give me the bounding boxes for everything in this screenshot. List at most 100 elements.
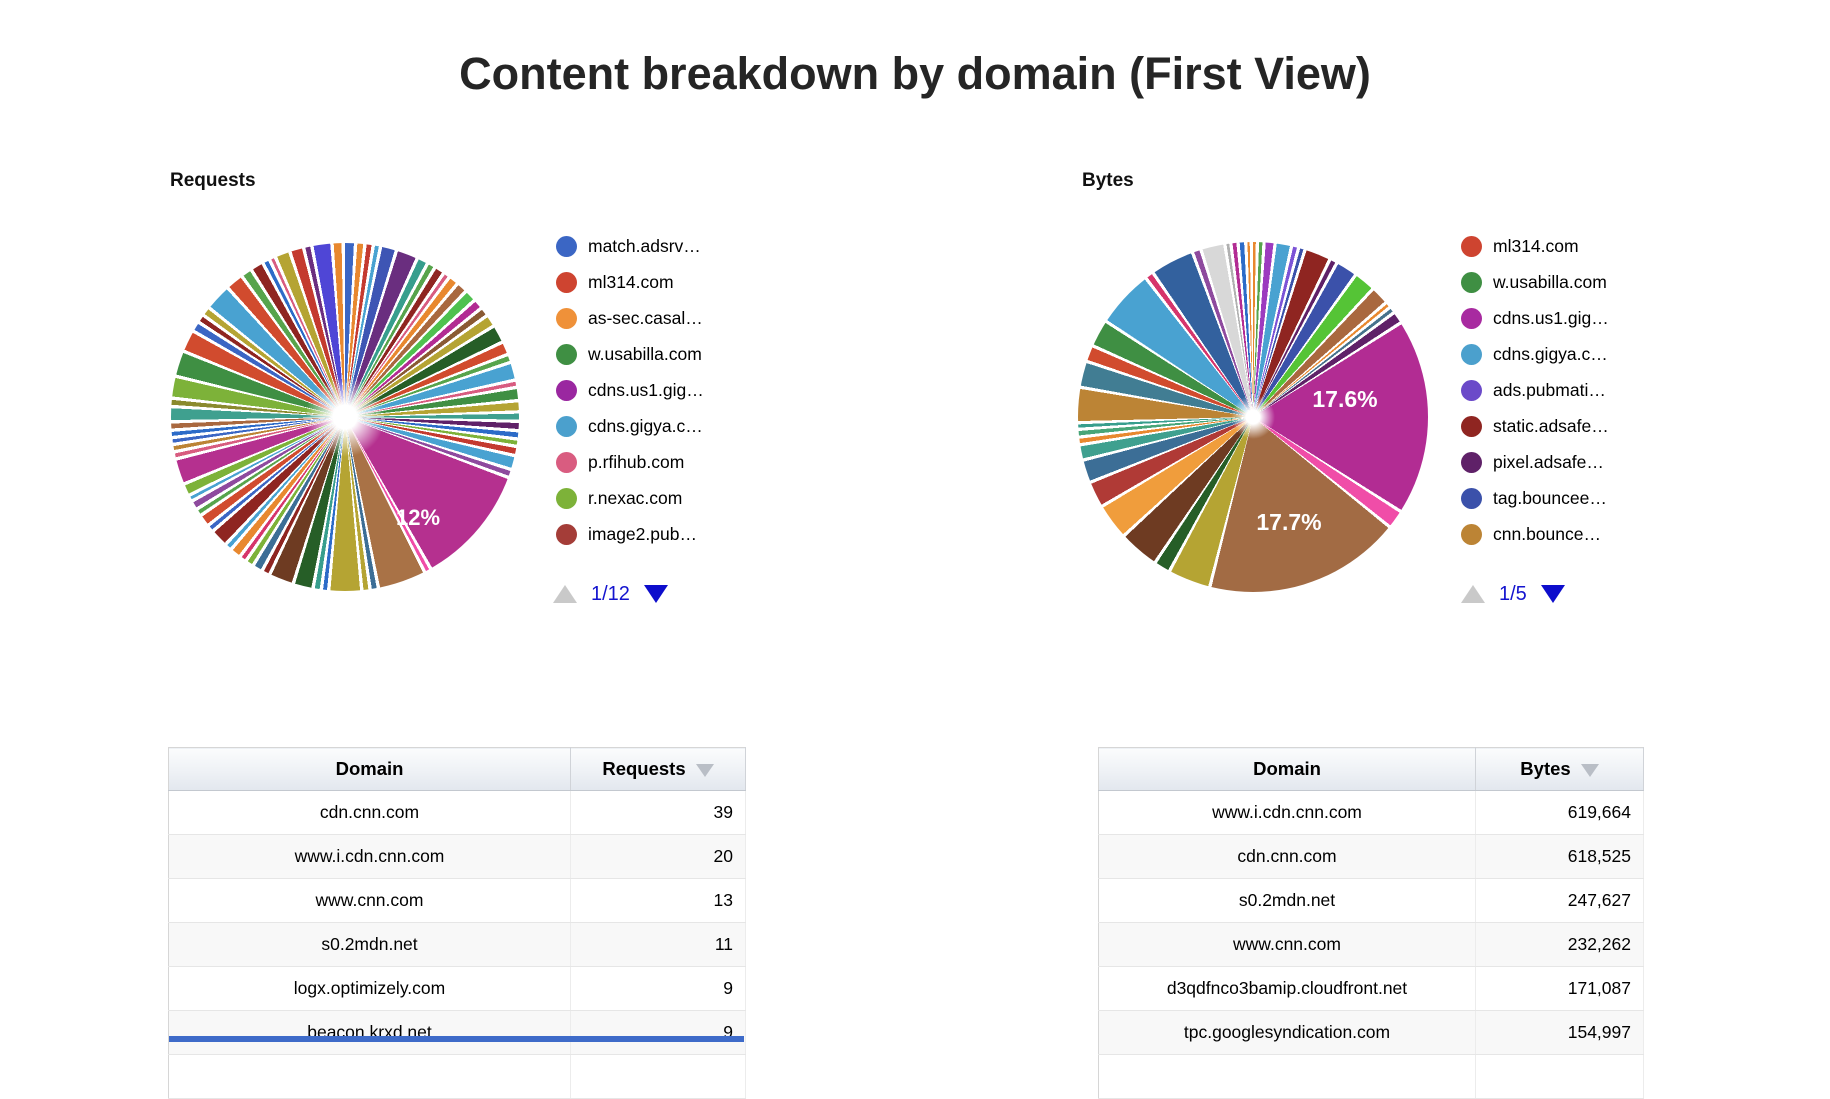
legend-item[interactable]: tag.bouncee…	[1461, 480, 1609, 516]
requests-column-header[interactable]: Requests	[570, 747, 746, 791]
bytes-legend-pager: 1/5	[1461, 582, 1565, 605]
legend-item[interactable]: cdns.gigya.c…	[1461, 336, 1609, 372]
legend-item-label: match.adsrv…	[588, 235, 701, 256]
domain-cell: cdn.cnn.com	[168, 790, 571, 835]
legend-item[interactable]: w.usabilla.com	[556, 336, 704, 372]
legend-item[interactable]: ml314.com	[556, 264, 704, 300]
domain-cell: www.cnn.com	[1098, 922, 1476, 967]
legend-item[interactable]: cnn.bounce…	[1461, 516, 1609, 552]
domain-cell: cdn.cnn.com	[1098, 834, 1476, 879]
legend-page-up-icon[interactable]	[553, 585, 577, 603]
legend-item[interactable]: ads.pubmati…	[1461, 372, 1609, 408]
table-row[interactable]: www.cnn.com 13	[168, 878, 746, 923]
legend-swatch-icon	[556, 415, 577, 437]
table-row[interactable]: tpc.googlesyndication.com 154,997	[1098, 1010, 1644, 1055]
requests-table: Domain Requests cdn.cnn.com 39 www.i.cdn.c…	[168, 747, 746, 1099]
legend-item[interactable]: w.usabilla.com	[1461, 264, 1609, 300]
legend-swatch-icon	[1461, 343, 1482, 365]
domain-cell: s0.2mdn.net	[168, 922, 571, 967]
table-row[interactable]: s0.2mdn.net 247,627	[1098, 878, 1644, 923]
sort-desc-icon	[695, 763, 714, 777]
legend-item-label: ml314.com	[588, 271, 674, 292]
legend-item[interactable]: ml314.com	[1461, 228, 1609, 264]
table-row[interactable]: s0.2mdn.net 11	[168, 922, 746, 967]
requests-legend: match.adsrv… ml314.com as-sec.casal… w.usab…	[556, 228, 704, 552]
requests-pie-chart[interactable]	[171, 243, 519, 591]
legend-item[interactable]: r.nexac.com	[556, 480, 704, 516]
legend-item[interactable]: as-sec.casal…	[556, 300, 704, 336]
legend-item[interactable]: image2.pub…	[556, 516, 704, 552]
legend-swatch-icon	[556, 523, 577, 545]
legend-item[interactable]: cdns.us1.gig…	[1461, 300, 1609, 336]
table-row[interactable]: www.i.cdn.cnn.com 619,664	[1098, 790, 1644, 835]
legend-page-indicator: 1/5	[1499, 582, 1527, 605]
legend-page-down-icon[interactable]	[643, 585, 668, 603]
domain-column-header[interactable]: Domain	[1098, 747, 1476, 791]
bytes-column-header[interactable]: Bytes	[1475, 747, 1644, 791]
value-cell: 618,525	[1475, 834, 1644, 879]
bytes-pie-chart[interactable]	[1078, 242, 1428, 592]
legend-page-down-icon[interactable]	[1540, 585, 1565, 603]
requests-chart-label: Requests	[170, 170, 256, 191]
legend-item-label: cnn.bounce…	[1493, 523, 1601, 544]
domain-cell: d3qdfnco3bamip.cloudfront.net	[1098, 966, 1476, 1011]
requests-table-body: cdn.cnn.com 39 www.i.cdn.cnn.com 20 www.cnn.…	[168, 790, 746, 1099]
table-row[interactable]: beacon.krxd.net 9	[168, 1010, 746, 1055]
value-cell: 13	[570, 878, 746, 923]
bytes-table: Domain Bytes www.i.cdn.cnn.com 619,664 cdn…	[1098, 747, 1644, 1099]
table-row[interactable]: www.cnn.com 232,262	[1098, 922, 1644, 967]
legend-page-up-icon[interactable]	[1461, 585, 1485, 603]
value-cell: 9	[570, 1010, 746, 1055]
legend-item-label: as-sec.casal…	[588, 307, 703, 328]
legend-swatch-icon	[1461, 307, 1482, 329]
bytes-legend: ml314.com w.usabilla.com cdns.us1.gig… cdns…	[1461, 228, 1609, 552]
domain-column-header[interactable]: Domain	[168, 747, 571, 791]
table-row-partial	[168, 1054, 746, 1099]
legend-swatch-icon	[1461, 415, 1482, 437]
legend-item-label: pixel.adsafe…	[1493, 451, 1604, 472]
bytes-table-body: www.i.cdn.cnn.com 619,664 cdn.cnn.com 618,5…	[1098, 790, 1644, 1099]
legend-swatch-icon	[556, 235, 577, 257]
domain-cell: www.i.cdn.cnn.com	[168, 834, 571, 879]
value-cell: 20	[570, 834, 746, 879]
value-cell: 247,627	[1475, 878, 1644, 923]
legend-swatch-icon	[1461, 235, 1482, 257]
value-cell: 232,262	[1475, 922, 1644, 967]
table-row[interactable]: www.i.cdn.cnn.com 20	[168, 834, 746, 879]
table-header-row: Domain Bytes	[1098, 747, 1644, 791]
legend-item[interactable]: pixel.adsafe…	[1461, 444, 1609, 480]
legend-item-label: cdns.us1.gig…	[588, 379, 704, 400]
table-row[interactable]: cdn.cnn.com 39	[168, 790, 746, 835]
requests-legend-pager: 1/12	[553, 582, 668, 605]
legend-item-label: p.rfihub.com	[588, 451, 685, 472]
legend-item[interactable]: p.rfihub.com	[556, 444, 704, 480]
legend-item-label: ml314.com	[1493, 235, 1579, 256]
table-row[interactable]: cdn.cnn.com 618,525	[1098, 834, 1644, 879]
legend-item[interactable]: static.adsafe…	[1461, 408, 1609, 444]
legend-item-label: r.nexac.com	[588, 487, 683, 508]
legend-swatch-icon	[556, 379, 577, 401]
domain-cell: www.i.cdn.cnn.com	[1098, 790, 1476, 835]
legend-item-label: ads.pubmati…	[1493, 379, 1606, 400]
value-cell: 171,087	[1475, 966, 1644, 1011]
legend-page-indicator: 1/12	[591, 582, 630, 605]
legend-item-label: w.usabilla.com	[588, 343, 702, 364]
legend-item[interactable]: cdns.us1.gig…	[556, 372, 704, 408]
legend-swatch-icon	[1461, 379, 1482, 401]
bytes-chart-label: Bytes	[1082, 170, 1134, 191]
domain-cell: s0.2mdn.net	[1098, 878, 1476, 923]
table-row[interactable]: logx.optimizely.com 9	[168, 966, 746, 1011]
legend-item-label: cdns.gigya.c…	[588, 415, 703, 436]
table-row[interactable]: d3qdfnco3bamip.cloudfront.net 171,087	[1098, 966, 1644, 1011]
legend-swatch-icon	[556, 487, 577, 509]
legend-item-label: image2.pub…	[588, 523, 697, 544]
legend-item[interactable]: match.adsrv…	[556, 228, 704, 264]
legend-item-label: cdns.us1.gig…	[1493, 307, 1609, 328]
legend-item-label: cdns.gigya.c…	[1493, 343, 1608, 364]
legend-swatch-icon	[556, 307, 577, 329]
legend-item[interactable]: cdns.gigya.c…	[556, 408, 704, 444]
domain-cell: tpc.googlesyndication.com	[1098, 1010, 1476, 1055]
value-cell: 154,997	[1475, 1010, 1644, 1055]
legend-swatch-icon	[1461, 523, 1482, 545]
legend-swatch-icon	[556, 343, 577, 365]
